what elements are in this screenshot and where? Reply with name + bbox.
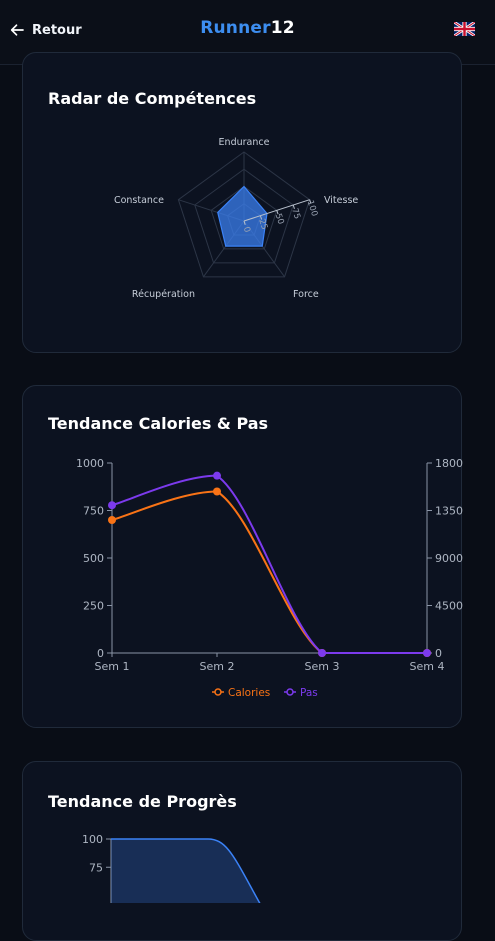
data-point-pas[interactable] [108,501,116,510]
data-point-pas[interactable] [423,649,431,657]
calories-steps-chart: 0 250 500 750 1000 0 4500 9000 13500 18000 Sem 1 Se… [76,457,463,699]
progress-title: Tendance de Progrès [48,792,237,811]
y-left-tick-label: 1000 [76,457,104,470]
radar-scale-tick [292,204,295,209]
series-line-pas [111,474,427,654]
progress-line [111,838,261,903]
radar-card: Radar de Compétences 0 25 50 75 100 Enduranc… [22,52,462,353]
radar-axis-label-vitesse: Vitesse [324,195,358,206]
radar-grid-ring [210,185,278,250]
series-line-calories [111,490,427,654]
y-right-tick-label: 0 [435,647,442,660]
y-left-tick-label: 0 [97,647,104,660]
radar-scale-tick [276,210,279,215]
arrow-left-icon [10,24,24,36]
x-tick-label: Sem 3 [305,660,340,673]
back-button[interactable]: Retour [10,19,82,41]
radar-scale-tick [309,199,312,204]
y-left-tick-label: 750 [83,505,104,518]
trend-title: Tendance Calories & Pas [48,414,269,433]
logo-part-2: 12 [270,18,295,38]
logo-part-1: Runner [200,18,271,38]
data-point-pas[interactable] [213,471,221,480]
y-right-tick-label: 4500 [435,600,463,613]
legend-label-calories: Calories [228,687,270,699]
progress-y-tick-label: 100 [82,833,103,846]
progress-chart: 100 75 [82,833,261,903]
radar-scale-label: 50 [273,212,286,225]
y-left-tick-label: 500 [83,552,104,565]
radar-scale-tick [243,220,246,225]
radar-axis-label-force: Force [293,289,319,300]
radar-grid-ring [194,168,294,264]
radar-scale-label: 75 [289,207,302,220]
legend-label-pas: Pas [300,687,318,699]
x-tick-label: Sem 1 [95,660,130,673]
radar-grid-ring [177,151,311,278]
app-logo: Runner12 [0,18,495,38]
uk-flag-icon[interactable] [454,22,475,36]
legend-item-calories[interactable]: Calories [212,687,270,699]
radar-scale-label: 0 [241,226,252,234]
data-point-calories[interactable] [213,487,221,496]
y-right-tick-label: 18000 [435,457,463,470]
radar-scale-label: 25 [256,218,269,231]
radar-chart: 0 25 50 75 100 Endurance Vitesse Force Récup… [114,137,358,300]
progress-y-tick-label: 75 [89,861,103,874]
calories-steps-card: Tendance Calories & Pas 0 250 500 750 1000 0 4… [22,385,463,728]
radar-data-area [217,185,268,247]
radar-title: Radar de Compétences [48,89,257,108]
trend-legend: Calories Pas [212,687,318,699]
y-left-tick-label: 250 [83,600,104,613]
radar-scale-tick [259,215,263,220]
progress-card: Tendance de Progrès 100 75 [22,761,462,941]
data-point-calories[interactable] [108,516,116,524]
radar-axis-label-constance: Constance [114,195,164,206]
y-right-tick-label: 9000 [435,552,463,565]
y-right-tick-label: 13500 [435,505,463,518]
back-label: Retour [32,22,82,38]
legend-item-pas[interactable]: Pas [284,687,318,699]
data-point-pas[interactable] [318,649,326,657]
radar-scale-label: 100 [305,199,320,218]
radar-axis-label-recuperation: Récupération [132,289,195,300]
radar-axis-label-endurance: Endurance [219,137,270,148]
progress-area [111,839,260,903]
x-tick-label: Sem 2 [200,660,235,673]
x-tick-label: Sem 4 [410,660,445,673]
